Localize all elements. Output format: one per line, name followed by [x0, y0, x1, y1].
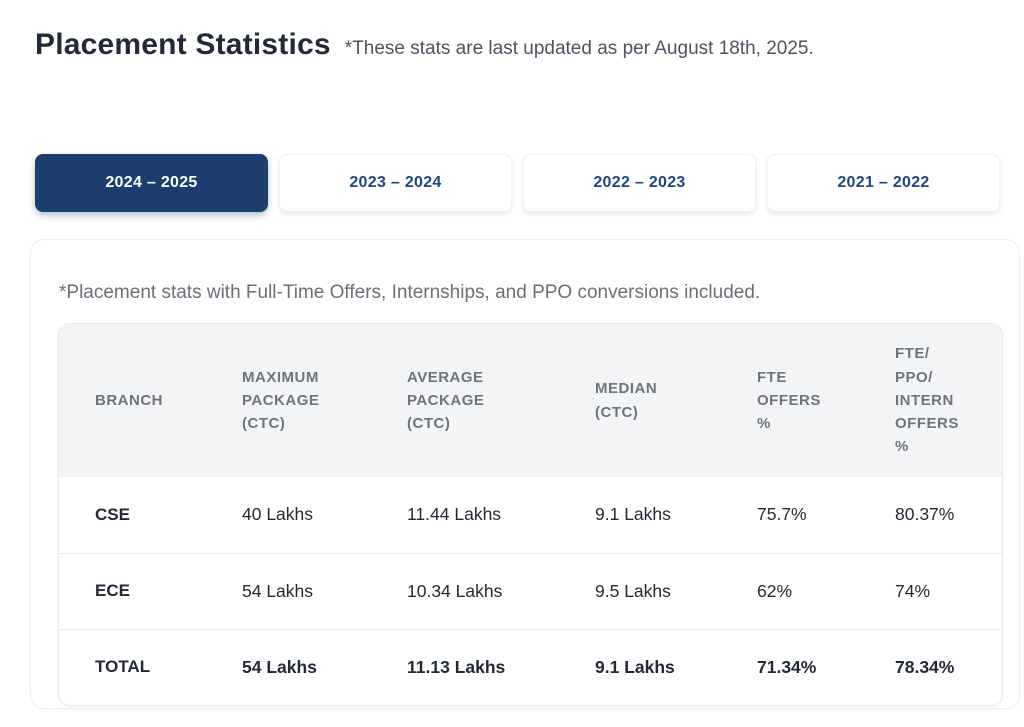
- median-cell: 9.1 Lakhs: [595, 628, 757, 705]
- table-row-cse: CSE 40 Lakhs 11.44 Lakhs 9.1 Lakhs 75.7%…: [59, 477, 1002, 553]
- fte-offers-cell: 71.34%: [757, 628, 895, 705]
- fte-ppo-intern-offers-cell: 74%: [895, 552, 1002, 629]
- max-package-cell: 40 Lakhs: [242, 504, 314, 525]
- tab-2024-2025[interactable]: 2024 – 2025: [35, 154, 268, 212]
- fte-offers-cell: 62%: [757, 552, 895, 629]
- avg-package-cell: 11.13 Lakhs: [407, 628, 595, 705]
- column-header-median: MEDIAN (CTC): [595, 324, 757, 477]
- median-cell: 9.1 Lakhs: [595, 504, 671, 525]
- placement-table-card: BRANCH MAXIMUM PACKAGE (CTC) AVERAGE PAC…: [58, 323, 1003, 706]
- avg-package-cell: 10.34 Lakhs: [407, 552, 595, 629]
- fte-ppo-intern-offers-cell: 78.34%: [895, 628, 1002, 705]
- table-row-total: TOTAL 54 Lakhs 11.13 Lakhs 9.1 Lakhs 71.…: [59, 628, 1002, 705]
- tab-2022-2023[interactable]: 2022 – 2023: [523, 154, 756, 212]
- column-header-fte-ppo-intern-offers: FTE/ PPO/ INTERN OFFERS %: [895, 324, 1002, 477]
- column-header-branch: BRANCH: [59, 324, 242, 477]
- max-package-cell: 54 Lakhs: [242, 628, 407, 705]
- page-header: Placement Statistics *These stats are la…: [0, 0, 1024, 62]
- table-header: BRANCH MAXIMUM PACKAGE (CTC) AVERAGE PAC…: [59, 324, 1002, 477]
- branch-cell: CSE: [95, 504, 130, 524]
- branch-cell: ECE: [59, 552, 242, 629]
- placement-table: BRANCH MAXIMUM PACKAGE (CTC) AVERAGE PAC…: [59, 324, 1002, 705]
- max-package-cell: 54 Lakhs: [242, 552, 407, 629]
- tab-2021-2022[interactable]: 2021 – 2022: [767, 154, 1000, 212]
- column-header-fte-offers: FTE OFFERS %: [757, 324, 895, 477]
- median-cell: 9.5 Lakhs: [595, 552, 757, 629]
- placement-stats-disclaimer: *Placement stats with Full-Time Offers, …: [59, 282, 761, 303]
- avg-package-cell: 11.44 Lakhs: [407, 504, 502, 525]
- branch-cell: TOTAL: [59, 628, 242, 705]
- year-tabs: 2024 – 2025 2023 – 2024 2022 – 2023 2021…: [35, 154, 1024, 212]
- table-row-ece: ECE 54 Lakhs 10.34 Lakhs 9.5 Lakhs 62% 7…: [59, 552, 1002, 629]
- column-header-max-package: MAXIMUM PACKAGE (CTC): [242, 324, 407, 477]
- last-updated-note: *These stats are last updated as per Aug…: [344, 38, 814, 59]
- tab-content-panel: *Placement stats with Full-Time Offers, …: [30, 239, 1020, 709]
- tab-2023-2024[interactable]: 2023 – 2024: [279, 154, 512, 212]
- fte-offers-cell: 75.7%: [757, 504, 807, 525]
- fte-ppo-intern-offers-cell: 80.37%: [895, 504, 955, 525]
- column-header-avg-package: AVERAGE PACKAGE (CTC): [407, 324, 595, 477]
- page-title: Placement Statistics: [35, 28, 331, 61]
